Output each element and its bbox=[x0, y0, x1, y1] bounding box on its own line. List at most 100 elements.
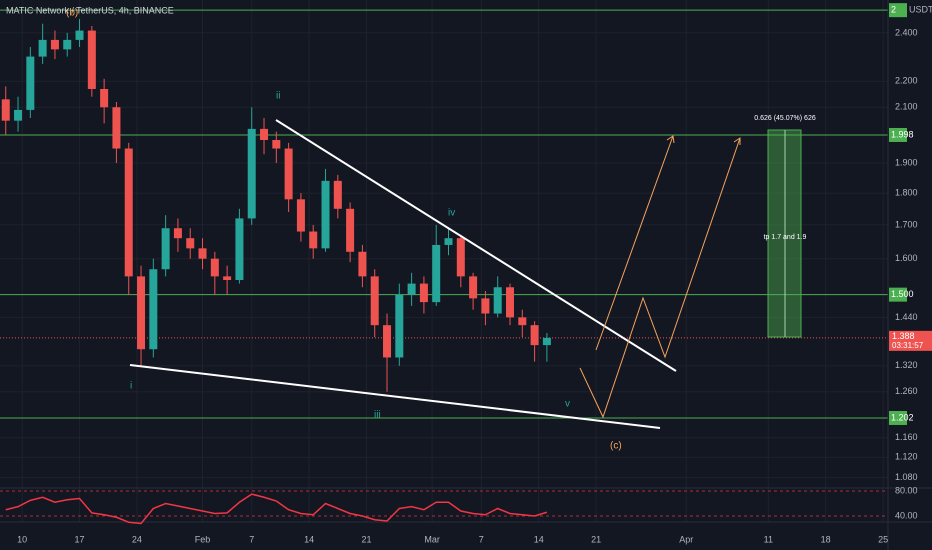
y-tick-label: 1.120 bbox=[895, 452, 918, 462]
level-label: 1.202 bbox=[891, 412, 914, 422]
y-tick-label: 1.900 bbox=[895, 157, 918, 167]
projection-path bbox=[595, 135, 674, 351]
candle-body bbox=[124, 148, 133, 277]
candle-body bbox=[456, 238, 465, 277]
candle-body bbox=[370, 276, 379, 326]
level-tag bbox=[889, 410, 907, 425]
wave-label: iii bbox=[374, 410, 381, 421]
candle-body bbox=[518, 317, 527, 326]
y-tick-label: 1.600 bbox=[895, 253, 918, 263]
last-price-label: 1.388 bbox=[892, 331, 915, 341]
level-label: 1.998 bbox=[891, 129, 914, 139]
wave-label: ii bbox=[276, 91, 280, 102]
wave-label: v bbox=[565, 399, 570, 410]
candle-body bbox=[161, 228, 170, 270]
y-tick-label: 1.700 bbox=[895, 219, 918, 229]
y-tick-label: 1.800 bbox=[895, 187, 918, 197]
y-tick-label: 2.100 bbox=[895, 102, 918, 112]
level-tag bbox=[889, 3, 907, 18]
candle-body bbox=[112, 107, 121, 149]
x-tick-label: 7 bbox=[479, 534, 484, 544]
candle-body bbox=[63, 39, 72, 50]
level-tag bbox=[889, 287, 907, 302]
x-tick-label: Apr bbox=[679, 534, 693, 544]
candle-body bbox=[444, 238, 453, 245]
chart-title: MATIC Network / TetherUS, 4h, BINANCE bbox=[6, 5, 174, 15]
axes: 10 17 24 Feb 7 14 21 Mar 7 14 21 Apr 11 18 25 2.400 2.20… bbox=[17, 3, 932, 544]
x-tick-label: 10 bbox=[17, 534, 27, 544]
y-tick-label: 1.260 bbox=[895, 386, 918, 396]
candle-body bbox=[50, 39, 59, 50]
y-tick-label: 1.320 bbox=[895, 360, 918, 370]
price-axis bbox=[888, 0, 932, 550]
countdown: 03:31:57 bbox=[892, 341, 924, 350]
candle-body bbox=[210, 258, 219, 277]
target-label: 0.626 (45.07%) 626 bbox=[754, 115, 816, 122]
x-tick-label: 17 bbox=[75, 534, 85, 544]
candle-body bbox=[542, 337, 551, 346]
grid bbox=[0, 0, 888, 522]
candle-body bbox=[1, 99, 10, 121]
unit-label: USDT bbox=[909, 5, 932, 15]
levels bbox=[0, 9, 888, 419]
candle-body bbox=[493, 287, 502, 314]
indicator bbox=[0, 490, 888, 525]
candle-body bbox=[260, 128, 269, 141]
candle-body bbox=[186, 238, 195, 249]
candle-body bbox=[14, 109, 23, 121]
x-tick-label: 14 bbox=[304, 534, 314, 544]
x-tick-label: 21 bbox=[591, 534, 601, 544]
candle-body bbox=[149, 269, 158, 350]
candle-body bbox=[530, 325, 539, 346]
candle-body bbox=[296, 199, 305, 232]
x-tick-label: 21 bbox=[362, 534, 372, 544]
trend-line bbox=[275, 119, 677, 372]
target-note: tp 1.7 and 1.9 bbox=[764, 234, 807, 241]
candle-body bbox=[346, 208, 355, 252]
indicator-tick-label: 80.00 bbox=[895, 485, 918, 495]
candle-body bbox=[173, 228, 182, 239]
candle-body bbox=[272, 140, 281, 149]
projection-path bbox=[579, 137, 741, 419]
candle-body bbox=[395, 294, 404, 358]
y-tick-label: 2.200 bbox=[895, 76, 918, 86]
candle-body bbox=[432, 244, 441, 303]
x-tick-label: 25 bbox=[878, 534, 888, 544]
x-tick-label: Feb bbox=[195, 534, 211, 544]
x-tick-label: 7 bbox=[249, 534, 254, 544]
candle-body bbox=[198, 248, 207, 259]
wave-label: i bbox=[130, 381, 132, 392]
x-tick-label: 11 bbox=[764, 534, 773, 544]
wave-label: (c) bbox=[610, 441, 622, 452]
candle-body bbox=[481, 298, 490, 314]
candle-body bbox=[26, 56, 35, 110]
candle-body bbox=[38, 39, 47, 57]
candle-body bbox=[419, 283, 428, 303]
candle-body bbox=[407, 283, 416, 295]
candle-body bbox=[506, 287, 515, 318]
candle-body bbox=[333, 180, 342, 209]
wave-label: (b) bbox=[66, 8, 78, 19]
trend-line bbox=[129, 364, 661, 429]
last-price-tag bbox=[889, 330, 932, 351]
level-tag bbox=[889, 127, 907, 142]
candle-body bbox=[358, 251, 367, 277]
candles bbox=[1, 19, 551, 392]
candle-body bbox=[87, 30, 96, 89]
indicator-tick-label: 40.00 bbox=[895, 510, 918, 520]
arrow-head bbox=[733, 137, 741, 145]
candle-body bbox=[100, 88, 109, 108]
x-tick-label: 14 bbox=[534, 534, 544, 544]
level-label: 1.500 bbox=[891, 289, 914, 299]
candle-body bbox=[284, 148, 293, 200]
wave-label: iv bbox=[448, 208, 455, 219]
x-tick-label: 24 bbox=[132, 534, 142, 544]
candle-body bbox=[235, 218, 244, 280]
arrow-head bbox=[666, 135, 675, 144]
candle-body bbox=[137, 276, 146, 350]
candle-body bbox=[321, 180, 330, 249]
candle-body bbox=[247, 128, 256, 219]
candle-body bbox=[469, 276, 478, 299]
y-tick-label: 1.080 bbox=[895, 472, 918, 482]
